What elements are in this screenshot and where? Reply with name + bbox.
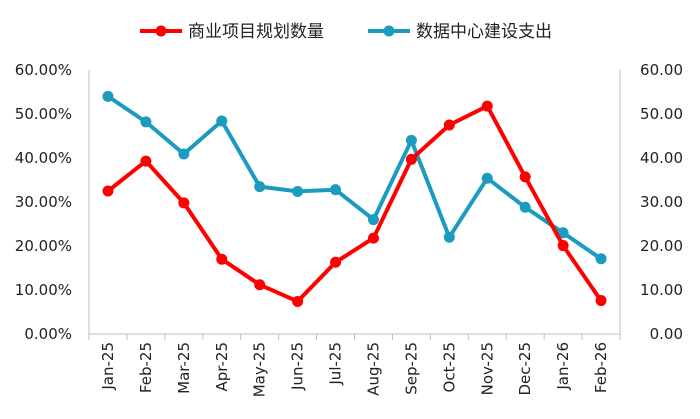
legend-label-series-1: 商业项目规划数量	[188, 22, 324, 42]
x-tick-label: Oct-25	[440, 342, 458, 392]
series-2-point	[595, 253, 607, 265]
series-1-point	[330, 256, 342, 268]
series-2-point	[405, 134, 417, 146]
series-1-point	[178, 197, 190, 209]
legend: 商业项目规划数量 数据中心建设支出	[140, 22, 552, 42]
left-tick-label: 0.00%	[24, 325, 72, 343]
series-1-point	[519, 171, 531, 183]
x-tick-label: Feb-26	[592, 342, 610, 393]
left-tick-label: 50.00%	[15, 105, 72, 123]
legend-marker-series-2	[383, 25, 395, 37]
series-line-2	[106, 94, 603, 261]
x-tick-label: Jul-25	[327, 342, 345, 386]
series-layer	[102, 90, 607, 307]
series-2-point	[443, 231, 455, 243]
series-2-point	[254, 181, 266, 193]
x-tick-label: Feb-25	[137, 342, 155, 393]
x-tick-label: Nov-25	[478, 342, 496, 395]
x-tick-label: Dec-25	[516, 342, 534, 396]
series-2-point	[367, 214, 379, 226]
right-axis-ticks: 0.00 10.00 20.00 30.00 40.00 50.00 60.00	[640, 61, 683, 343]
series-2-point	[519, 201, 531, 213]
series-1-point	[254, 279, 266, 291]
legend-marker-series-1	[155, 25, 167, 37]
left-tick-label: 10.00%	[15, 281, 72, 299]
series-2-point	[330, 184, 342, 196]
series-1-point	[405, 153, 417, 165]
left-tick-label: 20.00%	[15, 237, 72, 255]
right-tick-label: 0.00	[650, 325, 683, 343]
series-1-point	[443, 119, 455, 131]
x-tick-label: Mar-25	[175, 342, 193, 394]
series-2-point	[557, 227, 569, 239]
right-tick-label: 20.00	[640, 237, 683, 255]
right-tick-label: 30.00	[640, 193, 683, 211]
series-1-point	[481, 100, 493, 112]
x-tick-label: May-25	[251, 342, 269, 397]
series-1-point	[140, 155, 152, 167]
x-tick-label: Jun-25	[289, 342, 307, 391]
x-tick-label: Jan-26	[554, 342, 572, 391]
series-2-point	[292, 185, 304, 197]
x-axis-ticks: Jan-25 Feb-25 Mar-25 Apr-25 May-25 Jun-25 Jul-…	[88, 334, 621, 397]
series-1-point	[102, 185, 114, 197]
series-line-1	[106, 104, 603, 304]
series-2-point	[216, 115, 228, 127]
legend-label-series-2: 数据中心建设支出	[416, 22, 552, 42]
series-2-point	[102, 90, 114, 102]
series-1-point	[216, 253, 228, 265]
x-tick-label: Jan-25	[99, 342, 117, 391]
right-tick-label: 50.00	[640, 105, 683, 123]
series-1-point	[557, 240, 569, 252]
left-axis-ticks: 0.00% 10.00% 20.00% 30.00% 40.00% 50.00% 60.00…	[15, 61, 72, 343]
x-tick-label: Apr-25	[213, 342, 231, 392]
series-1-point	[292, 295, 304, 307]
series-1-point	[595, 295, 607, 307]
series-1-point	[367, 232, 379, 244]
right-tick-label: 10.00	[640, 281, 683, 299]
x-tick-label: Aug-25	[364, 342, 382, 396]
series-2-point	[481, 172, 493, 184]
left-tick-label: 30.00%	[15, 193, 72, 211]
right-tick-label: 60.00	[640, 61, 683, 79]
series-2-point	[178, 148, 190, 160]
x-tick-label: Sep-25	[402, 342, 420, 395]
left-tick-label: 60.00%	[15, 61, 72, 79]
left-tick-label: 40.00%	[15, 149, 72, 167]
right-tick-label: 40.00	[640, 149, 683, 167]
series-2-point	[140, 116, 152, 128]
